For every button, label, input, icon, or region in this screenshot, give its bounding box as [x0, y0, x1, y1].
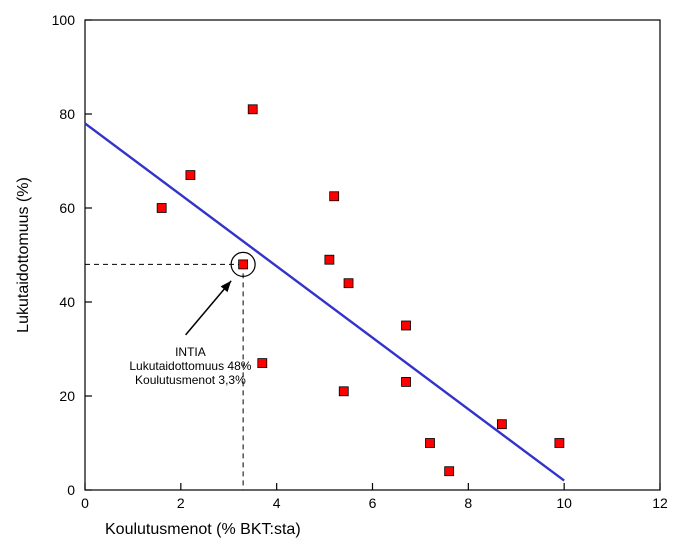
- data-point: [325, 255, 334, 264]
- data-point: [497, 420, 506, 429]
- data-point: [402, 321, 411, 330]
- data-point: [330, 192, 339, 201]
- plot-border: [85, 20, 660, 490]
- y-tick-label: 60: [59, 200, 75, 216]
- data-point: [186, 171, 195, 180]
- data-point: [402, 377, 411, 386]
- x-tick-label: 6: [369, 495, 377, 511]
- data-point: [344, 279, 353, 288]
- y-tick-label: 100: [52, 12, 76, 28]
- x-tick-label: 10: [556, 495, 572, 511]
- trend-line: [85, 123, 564, 480]
- x-tick-label: 8: [464, 495, 472, 511]
- y-tick-label: 0: [67, 482, 75, 498]
- data-point: [239, 260, 248, 269]
- data-point: [157, 204, 166, 213]
- data-point: [426, 439, 435, 448]
- y-tick-label: 20: [59, 388, 75, 404]
- y-axis-title: Lukutaidottomuus (%): [15, 177, 32, 333]
- x-tick-label: 2: [177, 495, 185, 511]
- x-tick-label: 4: [273, 495, 281, 511]
- data-point: [445, 467, 454, 476]
- highlight-annotation-line: Koulutusmenot 3,3%: [135, 373, 246, 387]
- x-tick-label: 0: [81, 495, 89, 511]
- data-point: [258, 359, 267, 368]
- y-tick-label: 40: [59, 294, 75, 310]
- scatter-chart: 0 2 4 6 8 10 12 0 20 40 60 80 100 Koulutusmenot (% BK…: [0, 0, 682, 549]
- highlight-annotation-line: Lukutaidottomuus 48%: [129, 359, 251, 373]
- x-tick-label: 12: [652, 495, 668, 511]
- data-point: [248, 105, 257, 114]
- y-tick-label: 80: [59, 106, 75, 122]
- chart-svg: 0 2 4 6 8 10 12 0 20 40 60 80 100 Koulutusmenot (% BK…: [0, 0, 682, 549]
- highlight-annotation-line: INTIA: [175, 345, 206, 359]
- data-point: [339, 387, 348, 396]
- data-point: [555, 439, 564, 448]
- x-axis-title: Koulutusmenot (% BKT:sta): [105, 521, 301, 538]
